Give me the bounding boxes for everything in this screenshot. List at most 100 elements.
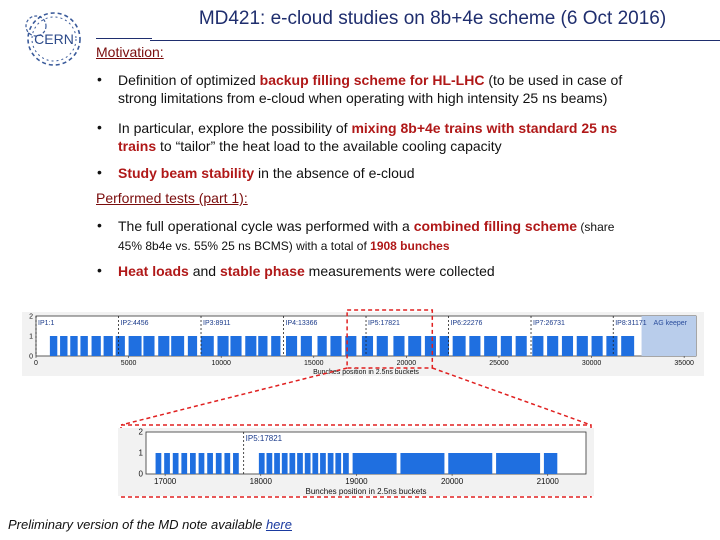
bunch-train-bar [233, 453, 239, 474]
abort-gap-label: AG keeper [654, 320, 688, 327]
md-note-link[interactable]: here [265, 517, 292, 532]
x-tick-label: 20000 [397, 360, 417, 367]
bullet-marker: • [97, 262, 102, 278]
bunch-train-bar [245, 336, 257, 356]
motivation-bullet-1: Definition of optimized backup filling s… [118, 72, 623, 106]
bunch-train-bar [190, 453, 196, 474]
bunch-train-bar [343, 453, 349, 474]
bunch-train-bar [60, 336, 68, 356]
bunch-train-bar [286, 336, 298, 356]
bunch-train-bar [80, 336, 88, 356]
bullet-marker: • [97, 71, 102, 87]
bunch-train-bar [361, 336, 374, 356]
bunch-train-bar [424, 336, 436, 356]
x-axis-label: Bunches position in 2.5ns buckets [306, 487, 427, 496]
bullet-marker: • [97, 119, 102, 135]
bunch-train-bar [230, 336, 242, 356]
bullet-marker: • [97, 217, 102, 233]
bunch-train-bar [91, 336, 101, 356]
bunch-train-bar [496, 453, 541, 474]
y-tick-label: 1 [29, 334, 33, 341]
x-tick-label: 21000 [537, 477, 560, 486]
bunch-train-bar [128, 336, 142, 356]
cern-logo: CERN [25, 12, 81, 66]
bunch-train-bar [408, 336, 422, 356]
ip-label: IP3:8911 [203, 320, 231, 327]
bunch-train-bar [327, 453, 334, 474]
y-tick-label: 1 [139, 449, 144, 458]
bunch-train-bar [500, 336, 512, 356]
footer-note: Preliminary version of the MD note avail… [8, 517, 292, 532]
title-divider-left [96, 38, 152, 39]
bunch-train-bar [215, 453, 222, 474]
bunch-train-bar [70, 336, 78, 356]
bunch-train-bar [266, 453, 273, 474]
cern-logo-text: CERN [34, 31, 74, 47]
title-divider-right [150, 40, 720, 41]
zoom-connector-left [120, 367, 348, 426]
bunch-train-bar [448, 453, 493, 474]
bunch-train-bar [393, 336, 405, 356]
filling-scheme-zoom-plot: IP5:17821 17000 18000 19000 20000 21000 0 1 2 Bun… [118, 428, 594, 496]
bunch-train-bar [532, 336, 544, 356]
x-tick-label: 17000 [154, 477, 177, 486]
bunch-train-bar [217, 336, 229, 356]
abort-gap-region [641, 316, 696, 356]
bunch-train-bar [345, 336, 357, 356]
bunch-train-bar [49, 336, 58, 356]
bunch-train-bar [591, 336, 603, 356]
bunch-train-bar [200, 336, 214, 356]
bunch-train-bar [103, 336, 113, 356]
bunch-train-bar [300, 336, 312, 356]
bunch-train-bar [320, 453, 326, 474]
bunch-train-bar [172, 453, 179, 474]
bunch-train-bar [258, 453, 265, 474]
ip-label: IP5:17821 [368, 320, 400, 327]
y-tick-label: 0 [139, 470, 144, 479]
ip-label: IP4:13366 [286, 320, 318, 327]
bunch-train-bar [281, 453, 288, 474]
bunch-train-bar [376, 336, 388, 356]
bunch-train-bar [469, 336, 481, 356]
ip-label: IP2:4456 [121, 320, 149, 327]
x-tick-label: 30000 [582, 360, 602, 367]
y-tick-label: 2 [29, 314, 33, 321]
bunch-train-bar [164, 453, 170, 474]
motivation-heading: Motivation: [96, 44, 164, 60]
x-tick-label: 19000 [345, 477, 368, 486]
bunch-train-bar [484, 336, 498, 356]
bunch-train-bar [297, 453, 303, 474]
bunch-train-bar [352, 453, 397, 474]
bunch-train-bar [576, 336, 588, 356]
bunch-train-bar [515, 336, 527, 356]
bunch-train-bar [621, 336, 635, 356]
bunch-train-bar [543, 453, 558, 474]
x-tick-label: 20000 [441, 477, 464, 486]
bunch-train-bar [271, 336, 281, 356]
tests-heading: Performed tests (part 1): [96, 190, 248, 206]
bunch-train-bar [547, 336, 559, 356]
zoom-region-box [346, 309, 434, 369]
bunch-train-bar [155, 453, 162, 474]
bunch-train-bar [312, 453, 319, 474]
bunch-train-bar [143, 336, 155, 356]
motivation-bullet-3: Study beam stability in the absence of e… [118, 165, 415, 181]
bunch-train-bar [181, 453, 188, 474]
motivation-bullet-2: In particular, explore the possibility o… [118, 120, 618, 154]
bunch-train-bar [258, 336, 268, 356]
filling-scheme-full-plot: AG keeper IP1:1 IP2:4456 IP3:8911 IP4:13366 I… [22, 312, 704, 376]
tests-bullet-1: The full operational cycle was performed… [118, 218, 615, 253]
bunch-train-bar [330, 336, 342, 356]
ip-label: IP5:17821 [246, 434, 283, 443]
bunch-train-bar [606, 336, 618, 356]
x-tick-label: 10000 [211, 360, 231, 367]
bunch-train-bar [207, 453, 213, 474]
tests-bullet-2: Heat loads and stable phase measurements… [118, 263, 495, 279]
x-tick-label: 25000 [489, 360, 509, 367]
bunch-train-bar [115, 336, 125, 356]
y-tick-label: 0 [29, 354, 33, 361]
x-tick-label: 18000 [250, 477, 273, 486]
bunch-train-bar [289, 453, 296, 474]
x-tick-label: 15000 [304, 360, 324, 367]
ip-label: IP8:31171 [615, 320, 647, 327]
